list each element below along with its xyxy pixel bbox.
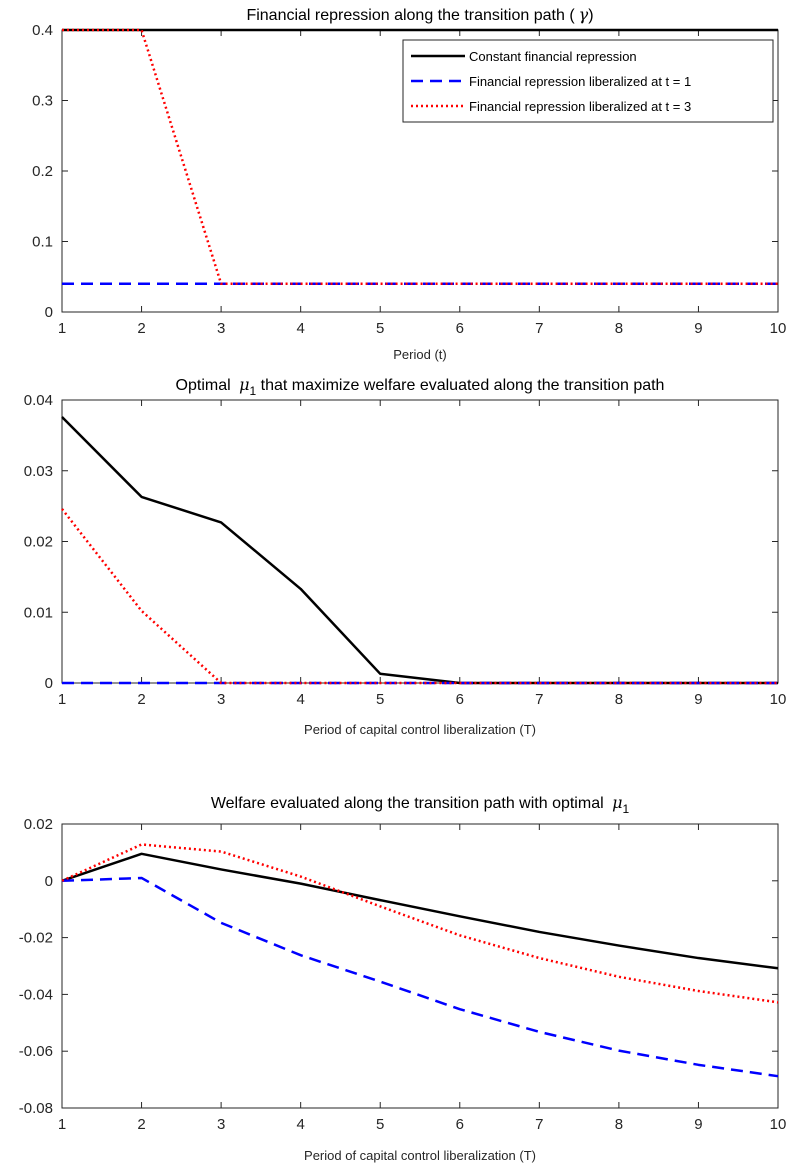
y-tick-label: 0 [45, 675, 53, 692]
x-tick-label: 10 [770, 320, 787, 337]
x-tick-label: 9 [694, 1116, 702, 1133]
x-tick-label: 7 [535, 320, 543, 337]
y-tick-label: -0.08 [19, 1100, 53, 1117]
x-tick-label: 1 [58, 320, 66, 337]
chart-title: Welfare evaluated along the transition p… [211, 793, 630, 816]
x-tick-label: 10 [770, 691, 787, 708]
series-line-1 [61, 852, 779, 970]
chart-title: Financial repression along the transitio… [246, 5, 593, 24]
x-tick-label: 4 [296, 1116, 304, 1133]
x-tick-label: 7 [535, 1116, 543, 1133]
x-tick-label: 3 [217, 691, 225, 708]
y-tick-label: -0.04 [19, 986, 53, 1003]
x-tick-label: 9 [694, 691, 702, 708]
chart-title-symbol: μ [239, 375, 249, 394]
x-tick-label: 1 [58, 1116, 66, 1133]
legend-label-3: Financial repression liberalized at t = … [469, 99, 691, 114]
y-tick-label: 0.01 [24, 604, 53, 621]
x-axis-label: Period of capital control liberalization… [304, 1148, 536, 1163]
chart-title: Optimal μ1 that maximize welfare evaluat… [176, 375, 665, 398]
y-tick-label: 0.1 [32, 234, 53, 251]
y-tick-label: 0.04 [24, 392, 53, 409]
x-tick-label: 5 [376, 1116, 384, 1133]
y-tick-label: 0.03 [24, 463, 53, 480]
x-tick-label: 5 [376, 320, 384, 337]
chart-title-subscript: 1 [623, 802, 630, 816]
x-tick-label: 2 [137, 320, 145, 337]
chart-panel-3: 1 2 3 4 5 6 7 8 9 10 -0.08 -0.06 -0.04 -0.02 0 0.02 Welf… [19, 793, 787, 1163]
x-axis-label: Period of capital control liberalization… [304, 722, 536, 737]
x-tick-label: 3 [217, 1116, 225, 1133]
x-tick-label: 4 [296, 320, 304, 337]
x-tick-label: 8 [615, 1116, 623, 1133]
chart-title-suffix: ) [588, 7, 593, 24]
legend: Constant financial repression Financial r… [402, 39, 774, 123]
chart-panel-1: 1 2 3 4 5 6 7 8 9 10 0 0.1 0.2 0.3 0.4 Financial repres… [32, 5, 786, 362]
chart-title-symbol: μ [612, 793, 622, 812]
chart-title-text: Optimal [176, 377, 236, 394]
chart-title-suffix: that maximize welfare evaluated along th… [256, 377, 664, 394]
x-tick-label: 2 [137, 1116, 145, 1133]
x-tick-label: 10 [770, 1116, 787, 1133]
x-tick-label: 7 [535, 691, 543, 708]
x-tick-label: 6 [456, 691, 464, 708]
y-tick-label: 0.02 [24, 816, 53, 833]
plot-area [61, 823, 779, 1109]
y-tick-label: 0.2 [32, 163, 53, 180]
x-tick-label: 5 [376, 691, 384, 708]
y-tick-label: 0 [45, 304, 53, 321]
x-tick-label: 8 [615, 320, 623, 337]
series-line-3 [61, 843, 779, 1004]
x-tick-label: 2 [137, 691, 145, 708]
series-line-2 [61, 876, 779, 1078]
chart-title-text: Welfare evaluated along the transition p… [211, 795, 608, 812]
series-line-3 [61, 508, 778, 685]
legend-label-2: Financial repression liberalized at t = … [469, 74, 691, 89]
y-tick-label: -0.02 [19, 930, 53, 947]
x-tick-label: 4 [296, 691, 304, 708]
x-tick-label: 9 [694, 320, 702, 337]
y-tick-label: 0.02 [24, 534, 53, 551]
chart-title-text: Financial repression along the transitio… [246, 7, 575, 24]
x-tick-label: 6 [456, 320, 464, 337]
x-tick-label: 6 [456, 1116, 464, 1133]
chart-title-symbol: γ [579, 5, 589, 24]
x-tick-label: 8 [615, 691, 623, 708]
y-tick-label: 0.3 [32, 93, 53, 110]
x-tick-label: 3 [217, 320, 225, 337]
y-tick-label: -0.06 [19, 1043, 53, 1060]
x-axis-label: Period (t) [393, 347, 446, 362]
legend-label-1: Constant financial repression [469, 49, 637, 64]
x-tick-label: 1 [58, 691, 66, 708]
y-tick-label: 0.4 [32, 22, 53, 39]
chart-title-subscript: 1 [250, 384, 257, 398]
plot-area [61, 399, 779, 684]
y-tick-label: 0 [45, 873, 53, 890]
legend-box [402, 39, 774, 123]
